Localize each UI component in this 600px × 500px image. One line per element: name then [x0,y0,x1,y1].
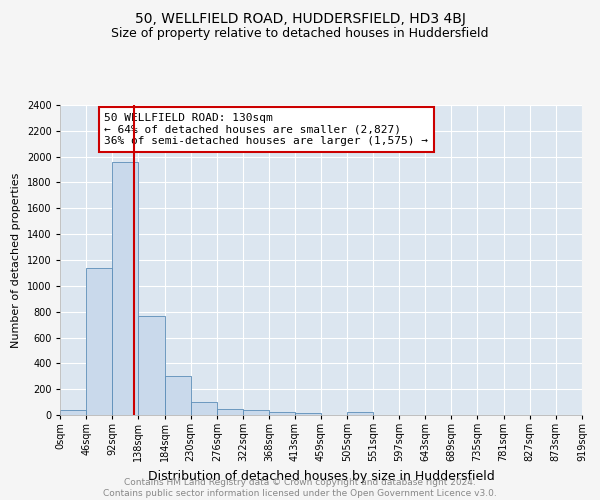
Bar [86,268,112,415]
Bar [139,316,164,415]
Bar [164,376,191,415]
Text: 50, WELLFIELD ROAD, HUDDERSFIELD, HD3 4BJ: 50, WELLFIELD ROAD, HUDDERSFIELD, HD3 4B… [134,12,466,26]
Bar [295,414,321,415]
Bar [217,409,243,415]
Bar [191,402,217,415]
Bar [243,410,269,415]
Bar [60,410,86,415]
Bar [347,412,373,415]
Y-axis label: Number of detached properties: Number of detached properties [11,172,22,348]
X-axis label: Distribution of detached houses by size in Huddersfield: Distribution of detached houses by size … [148,470,494,482]
Bar [112,162,139,415]
Text: 50 WELLFIELD ROAD: 130sqm
← 64% of detached houses are smaller (2,827)
36% of se: 50 WELLFIELD ROAD: 130sqm ← 64% of detac… [104,113,428,146]
Bar [269,412,295,415]
Text: Contains HM Land Registry data © Crown copyright and database right 2024.
Contai: Contains HM Land Registry data © Crown c… [103,478,497,498]
Text: Size of property relative to detached houses in Huddersfield: Size of property relative to detached ho… [111,28,489,40]
